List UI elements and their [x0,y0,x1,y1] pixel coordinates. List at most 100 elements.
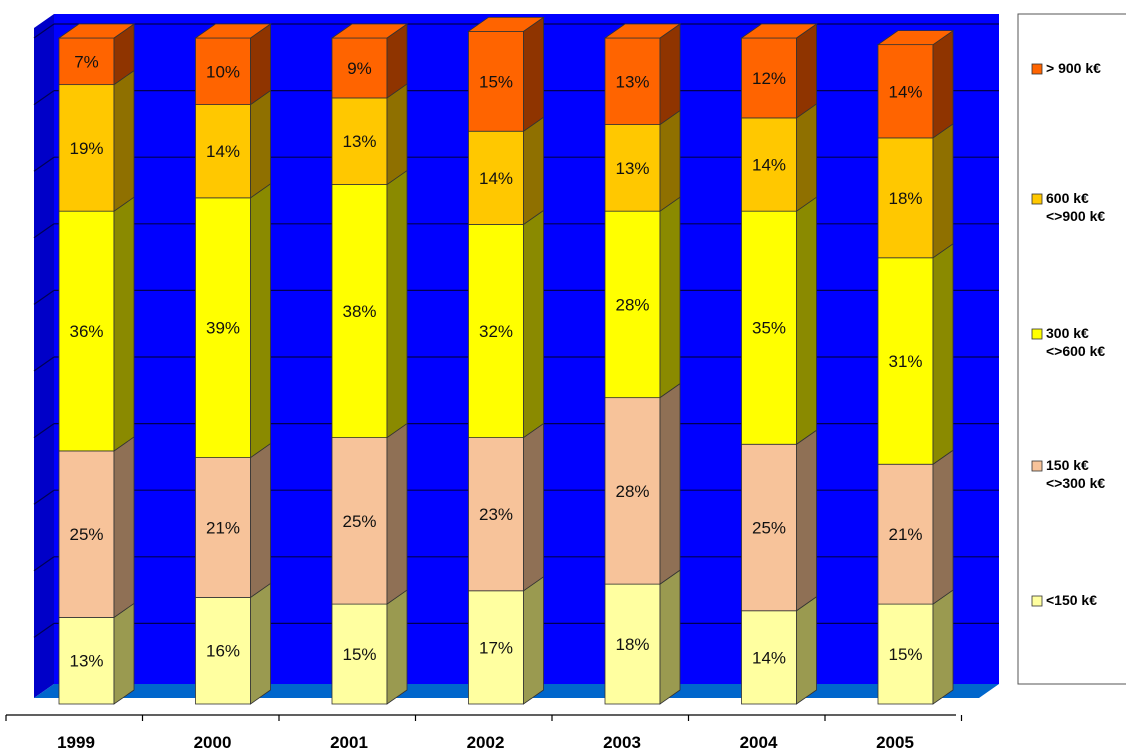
bar-segment-side [386,589,408,705]
bar-segment: 14% [741,103,817,212]
bar-segment-front [195,197,251,458]
bar-segment-front [195,37,251,105]
bar-segment: 16% [195,582,271,705]
bar-segment: 13% [331,83,408,186]
bar-segment-side [796,196,817,446]
data-label: 32% [479,322,513,341]
bar-segment-front [331,437,388,605]
bar-segment-front [877,137,934,259]
bar-segment-front [877,603,934,705]
gridline-side [33,156,55,172]
gridline-side [33,489,55,505]
legend-label: <>300 k€ [1046,475,1105,491]
bar-segment: 19% [58,69,135,212]
bar-segment-side [523,576,544,705]
bar-segment-front [468,30,524,132]
bar-segment-side [113,436,135,619]
bar-segment-side [523,116,544,226]
bar-2001: 15% 25% 38% 13% 9% [330,23,409,705]
bar-segment: 32% [468,209,544,439]
bar-segment-side [523,16,544,133]
bar-segment: 15% [877,589,954,705]
bar-segment: 18% [604,569,681,705]
legend-label: 600 k€ [1046,190,1089,206]
bar-segment-side [250,582,271,705]
legend-item: 150 k€ <>300 k€ [1031,457,1105,491]
data-label: 10% [206,62,240,81]
bar-segment: 25% [331,422,408,605]
bar-segment-side [659,109,681,212]
bar-segment: 10% [194,23,272,106]
data-label: 19% [69,139,103,158]
bar-segment-side [932,123,954,259]
data-label: 14% [752,156,786,175]
bar-segment: 15% [331,589,408,705]
bar-segment-side [796,595,817,705]
data-label: 21% [888,525,922,544]
bar-top [876,30,955,46]
bar-segment-front [741,117,797,212]
bar-segment-front [877,257,934,465]
data-label: 15% [479,72,513,91]
chart-legend: > 900 k€ 600 k€ <>900 k€ 300 k€ <>600 k€ 150 … [1017,13,1126,685]
bar-segment-side [796,23,817,119]
data-label: 12% [752,69,786,88]
legend-swatch [1031,460,1043,472]
bar-segment: 31% [877,243,954,466]
legend-item: 300 k€ <>600 k€ [1031,325,1105,359]
data-label: 14% [888,82,922,101]
legend-label: <>900 k€ [1046,208,1105,224]
bar-segment-side [659,382,681,585]
bar-segment-front [468,130,524,225]
legend-item: <150 k€ [1031,592,1097,608]
legend-swatch [1031,193,1043,205]
legend-swatch [1031,63,1043,75]
data-label: 14% [752,648,786,667]
data-label: 28% [615,295,649,314]
data-label: 14% [206,142,240,161]
bar-segment-side [932,589,954,705]
bar-segment-side [250,183,271,459]
x-tick-label: 2000 [194,733,232,752]
bar-2002: 17% 23% 32% 14% 15% [467,16,545,705]
legend-item: 600 k€ <>900 k€ [1031,190,1105,224]
legend-box [1017,13,1126,685]
legend-swatch [1031,328,1043,340]
bar-segment: 38% [331,169,408,439]
bar-segment: 13% [58,602,135,705]
data-label: 21% [206,519,240,538]
bar-segment-side [386,422,408,605]
legend-swatch [1031,595,1043,607]
data-label: 35% [752,319,786,338]
bar-segment-side [796,429,817,612]
bar-top [467,16,545,32]
bar-segment-side [659,569,681,705]
x-tick-label: 2002 [467,733,505,752]
bar-segment-side [113,196,135,452]
bar-top [57,23,136,39]
bar-segment-front [195,104,251,199]
side-wall [34,14,54,698]
bar-segment-front [58,210,115,452]
bar-top [330,23,409,39]
data-label: 15% [888,645,922,664]
bar-segment: 35% [741,196,817,446]
legend-label: 300 k€ [1046,325,1089,341]
bar-segment-front [195,457,251,598]
data-label: 9% [347,59,372,78]
legend-label: > 900 k€ [1046,60,1101,76]
data-label: 13% [342,132,376,151]
data-label: 39% [206,319,240,338]
x-tick-label: 2004 [740,733,778,752]
bar-segment-side [250,442,271,599]
x-tick-label: 2003 [603,733,641,752]
legend-label: 150 k€ [1046,457,1089,473]
data-label: 14% [479,169,513,188]
bar-segment: 25% [741,429,817,612]
data-label: 28% [615,482,649,501]
bar-2005: 15% 21% 31% 18% 14% [876,29,955,705]
gridline-side [33,23,55,39]
bar-segment: 17% [468,576,544,705]
bar-segment-side [113,69,135,212]
